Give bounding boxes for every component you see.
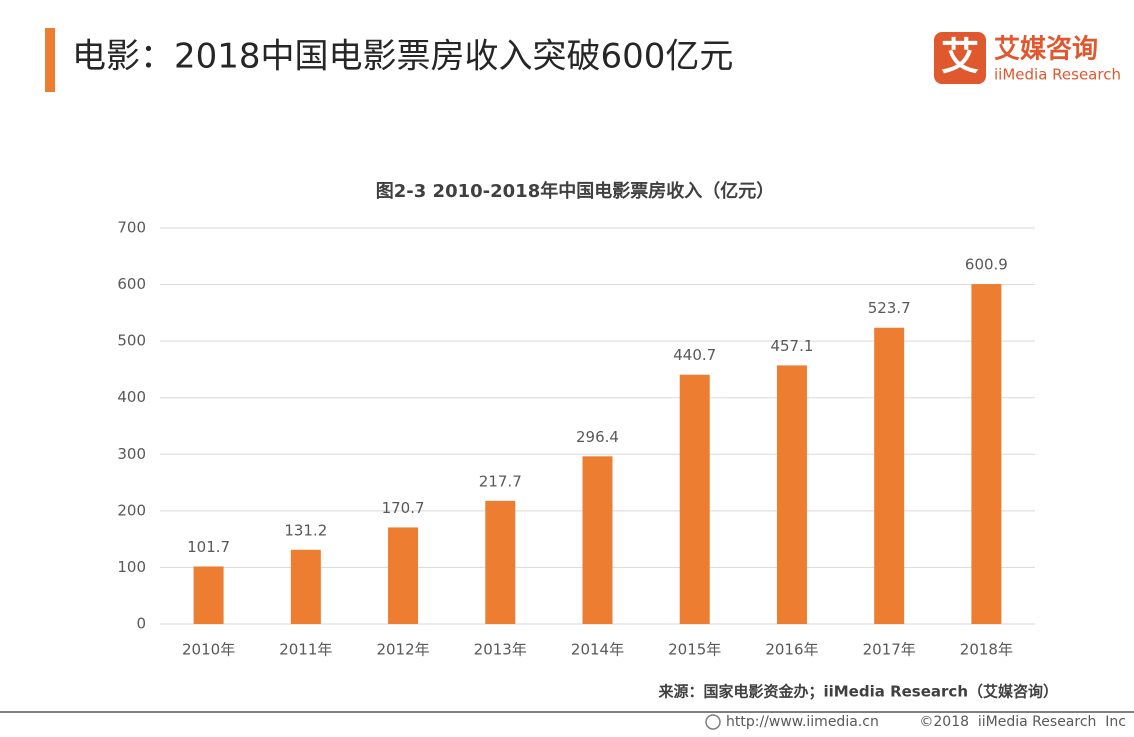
y-tick-label: 400 [117,388,146,406]
value-label: 440.7 [673,346,716,364]
bar [874,327,905,624]
y-tick-label: 500 [117,332,146,350]
x-tick-label: 2016年 [765,641,818,659]
x-tick-label: 2013年 [474,641,527,659]
y-tick-label: 0 [136,615,146,633]
x-tick-label: 2014年 [571,641,624,659]
logo-mark: 艾 [941,35,979,79]
y-tick-label: 200 [117,501,146,519]
footer-url: http://www.iimedia.cn [726,714,879,730]
bar [971,284,1002,624]
x-tick-label: 2011年 [279,641,332,659]
bar [582,456,613,624]
value-label: 457.1 [770,337,813,355]
logo-name: 艾媒咨询 [994,34,1098,65]
value-label: 523.7 [868,299,911,317]
x-tick-label: 2015年 [668,641,721,659]
title-accent [45,28,55,92]
value-label: 600.9 [965,256,1008,274]
bar [193,566,224,624]
y-tick-label: 300 [117,445,146,463]
globe-icon [705,714,721,730]
footer-copyright: ©2018 iiMedia Research Inc [919,714,1126,730]
logo-box [934,32,986,84]
x-tick-label: 2017年 [863,641,916,659]
y-tick-label: 700 [117,219,146,237]
page-title: 电影：2018中国电影票房收入突破600亿元 [72,37,733,77]
value-label: 217.7 [479,472,522,490]
bar [485,500,516,624]
bar [679,374,710,624]
chart-title: 图2-3 2010-2018年中国电影票房收入（亿元） [376,180,774,202]
value-label: 296.4 [576,428,619,446]
bar [388,527,419,624]
y-tick-label: 100 [117,558,146,576]
value-label: 101.7 [187,538,230,556]
bar [290,549,321,624]
value-label: 131.2 [284,521,327,539]
logo-subname: iiMedia Research [994,66,1121,84]
y-tick-label: 600 [117,275,146,293]
x-tick-label: 2018年 [960,641,1013,659]
value-label: 170.7 [382,499,425,517]
x-tick-label: 2010年 [182,641,235,659]
source: 来源：国家电影资金办；iiMedia Research（艾媒咨询） [657,683,1058,701]
bar [776,365,807,624]
x-tick-label: 2012年 [376,641,429,659]
